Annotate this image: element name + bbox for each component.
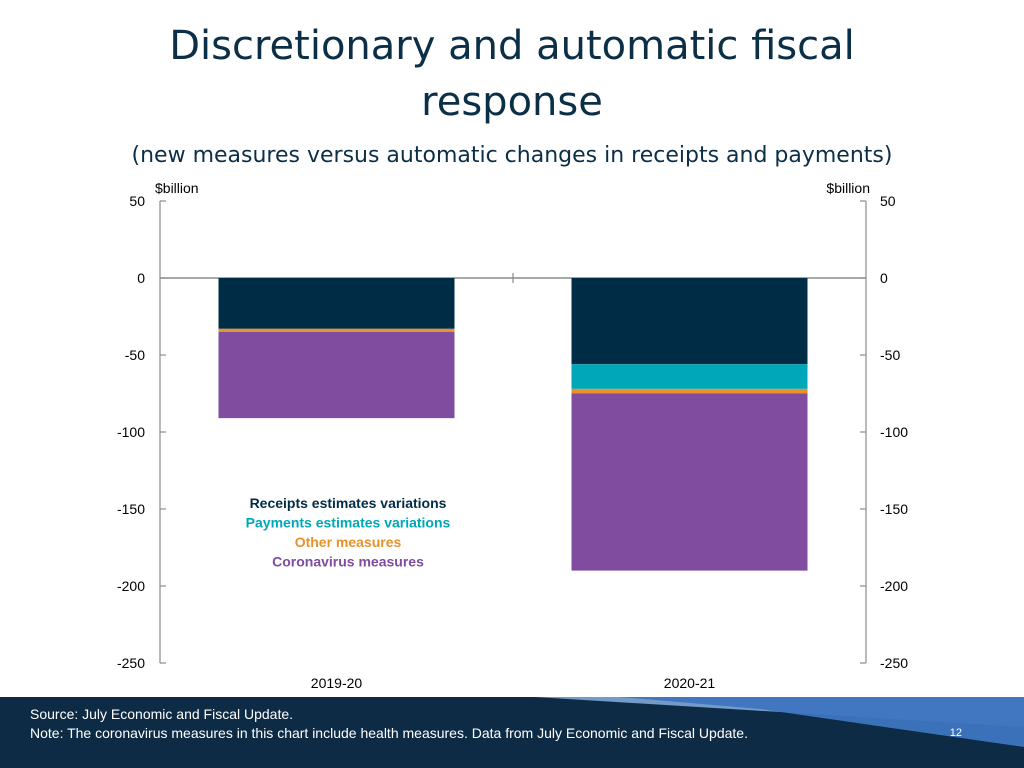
y-tick-label-right: -250 <box>880 655 908 671</box>
y-tick-label-left: 0 <box>137 270 145 286</box>
slide-title: Discretionary and automatic fiscal respo… <box>0 18 1024 130</box>
source-text: Source: July Economic and Fiscal Update. <box>30 706 294 722</box>
footer-decoration <box>535 697 1024 747</box>
y-tick-label-left: -50 <box>125 347 145 363</box>
footer-band: Source: July Economic and Fiscal Update.… <box>0 697 1024 768</box>
bar-segment <box>218 278 455 329</box>
y-tick-label-right: 0 <box>880 270 888 286</box>
y-tick-label-right: -100 <box>880 424 908 440</box>
legend-entry: Receipts estimates variations <box>250 495 447 511</box>
bar-segment <box>571 364 808 389</box>
x-tick-label: 2020-21 <box>664 675 716 691</box>
bar-segment <box>218 328 455 332</box>
title-line-1: Discretionary and automatic fiscal <box>169 23 855 69</box>
slide-subtitle: (new measures versus automatic changes i… <box>131 143 893 168</box>
y-tick-label-right: -150 <box>880 501 908 517</box>
y-tick-label-right: -200 <box>880 578 908 594</box>
title-line-2: response <box>421 79 603 125</box>
bar-segment <box>571 388 808 394</box>
y-tick-label-left: 50 <box>129 193 145 209</box>
legend-entry: Coronavirus measures <box>272 554 424 570</box>
y-tick-label-right: -50 <box>880 347 900 363</box>
y-tick-label-left: -200 <box>117 578 145 594</box>
legend-entry: Payments estimates variations <box>246 515 451 531</box>
bar-segment <box>571 278 808 365</box>
y-unit-label-right: $billion <box>826 180 870 196</box>
y-tick-label-left: -100 <box>117 424 145 440</box>
y-tick-label-left: -150 <box>117 501 145 517</box>
y-unit-label-left: $billion <box>155 180 199 196</box>
footer-stripe-mid <box>620 697 1024 747</box>
source-note: Source: July Economic and Fiscal Update.… <box>30 705 748 743</box>
page-number: 12 <box>949 727 962 739</box>
bar-segment <box>218 331 455 419</box>
bar-segment <box>571 393 808 571</box>
y-tick-label-right: 50 <box>880 193 896 209</box>
x-tick-label: 2019-20 <box>311 675 363 691</box>
note-text: Note: The coronavirus measures in this c… <box>30 725 748 741</box>
y-tick-label-left: -250 <box>117 655 145 671</box>
legend-entry: Other measures <box>295 534 402 550</box>
